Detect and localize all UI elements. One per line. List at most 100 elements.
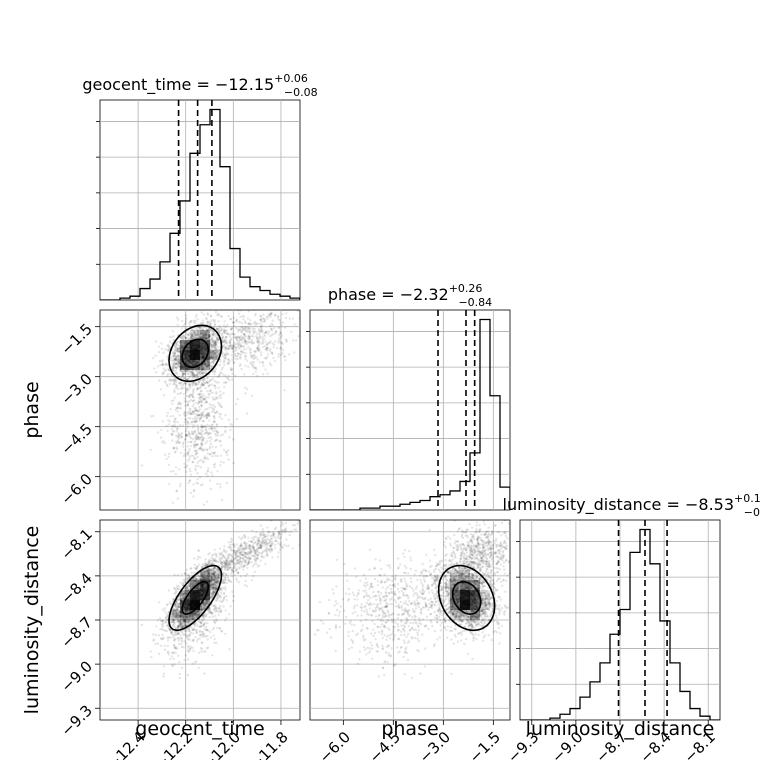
sample-point <box>208 479 212 482</box>
sample-point <box>174 633 178 636</box>
sample-point <box>203 325 207 329</box>
sample-point <box>179 625 182 629</box>
sample-point <box>211 577 214 581</box>
sample-point <box>229 328 233 331</box>
sample-point <box>172 636 175 639</box>
sample-point <box>157 379 161 382</box>
sample-point <box>257 542 261 545</box>
sample-point <box>235 338 239 341</box>
sample-point <box>265 343 269 346</box>
sample-point <box>266 537 269 541</box>
sample-point <box>208 383 212 386</box>
sample-point <box>201 483 204 486</box>
sample-point <box>207 331 211 334</box>
sample-point <box>199 371 203 374</box>
sample-point <box>172 651 176 654</box>
sample-point <box>213 320 216 323</box>
sample-point <box>212 577 215 580</box>
sample-point <box>191 584 195 587</box>
sample-point <box>167 419 170 422</box>
sample-point <box>254 350 257 353</box>
sample-point <box>206 376 210 380</box>
sample-point <box>259 335 262 338</box>
sample-point <box>177 615 180 618</box>
density-cell <box>210 350 220 360</box>
sample-point <box>245 387 249 391</box>
sample-point <box>192 410 195 414</box>
sample-point <box>266 554 269 557</box>
sample-point <box>204 337 207 340</box>
sample-point <box>184 336 188 340</box>
sample-point <box>197 620 200 623</box>
sample-point <box>244 355 247 358</box>
sample-point <box>257 346 261 349</box>
sample-point <box>196 609 200 612</box>
sample-point <box>216 375 220 379</box>
sample-point <box>160 637 163 641</box>
sample-point <box>228 563 231 566</box>
sample-point <box>176 440 180 444</box>
sample-point <box>222 448 226 452</box>
sample-point <box>205 429 208 432</box>
sample-point <box>201 384 205 387</box>
sample-point <box>254 314 257 317</box>
sample-point <box>183 421 186 424</box>
sample-point <box>216 579 220 582</box>
sample-point <box>203 382 206 385</box>
sample-point <box>177 606 181 609</box>
sample-point <box>217 386 220 389</box>
sample-point <box>281 528 284 532</box>
sample-point <box>267 315 270 318</box>
sample-point <box>211 350 215 353</box>
sample-point <box>195 615 198 618</box>
sample-point <box>178 485 182 488</box>
sample-point <box>222 331 226 335</box>
sample-point <box>212 342 215 346</box>
sample-point <box>211 583 215 586</box>
sample-point <box>175 615 178 618</box>
sample-point <box>232 561 236 564</box>
sample-point <box>199 575 202 578</box>
sample-point <box>226 573 229 576</box>
sample-point <box>209 321 212 324</box>
sample-point <box>172 619 175 622</box>
sample-point <box>209 328 213 331</box>
sample-point <box>254 312 257 316</box>
sample-point <box>218 547 222 550</box>
sample-point <box>185 598 189 601</box>
sample-point <box>211 353 214 357</box>
sample-point <box>183 377 186 381</box>
sample-point <box>279 543 282 547</box>
sample-point <box>212 567 216 570</box>
sample-point <box>217 607 221 610</box>
sample-point <box>231 560 235 564</box>
sample-point <box>195 452 198 455</box>
sample-point <box>161 619 164 623</box>
sample-point <box>201 615 204 618</box>
sample-point <box>212 407 216 411</box>
sample-point <box>209 583 213 586</box>
sample-point <box>196 638 199 641</box>
sample-point <box>192 384 195 387</box>
sample-point <box>174 358 177 361</box>
sample-point <box>211 572 214 575</box>
sample-point <box>182 592 186 596</box>
sample-point <box>211 445 214 448</box>
sample-point <box>228 563 232 567</box>
sample-point <box>208 563 212 566</box>
sample-point <box>176 608 179 611</box>
sample-point <box>215 336 218 340</box>
sample-point <box>204 577 208 580</box>
sample-point <box>198 556 202 559</box>
sample-point <box>202 575 206 579</box>
sample-point <box>292 339 295 342</box>
sample-point <box>208 327 212 331</box>
sample-point <box>211 576 214 579</box>
sample-point <box>175 611 178 615</box>
sample-point <box>197 400 201 403</box>
sample-point <box>216 336 220 340</box>
sample-point <box>213 349 216 352</box>
sample-point <box>225 329 228 332</box>
sample-point <box>202 438 205 442</box>
sample-point <box>178 381 181 384</box>
